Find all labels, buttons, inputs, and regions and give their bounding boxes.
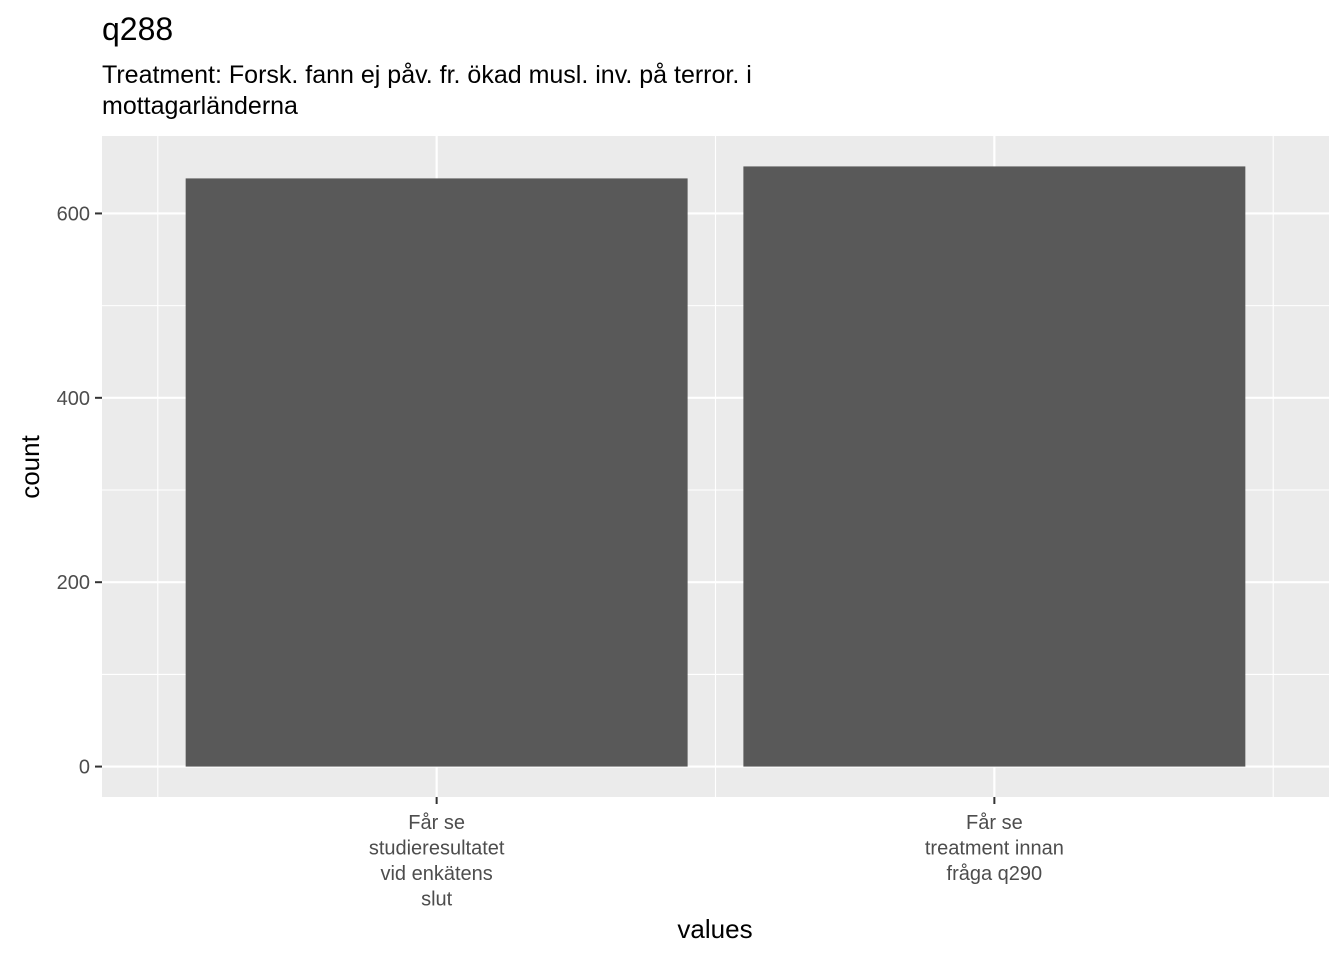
y-tick-label: 400 [57,388,90,410]
x-tick-label: Får se studieresultatet vid enkätens slut [369,812,505,911]
bar [185,178,688,767]
x-axis-label: values [677,914,753,944]
bar [743,166,1246,767]
chart-subtitle: Treatment: Forsk. fann ej påv. fr. ökad … [102,61,752,120]
chart-title: q288 [102,11,174,47]
y-tick-label: 0 [79,757,90,779]
x-tick-label: Får se treatment innan fråga q290 [925,812,1064,885]
y-axis-label: count [15,435,45,499]
y-tick-label: 600 [57,203,90,225]
y-tick-label: 200 [57,572,90,594]
